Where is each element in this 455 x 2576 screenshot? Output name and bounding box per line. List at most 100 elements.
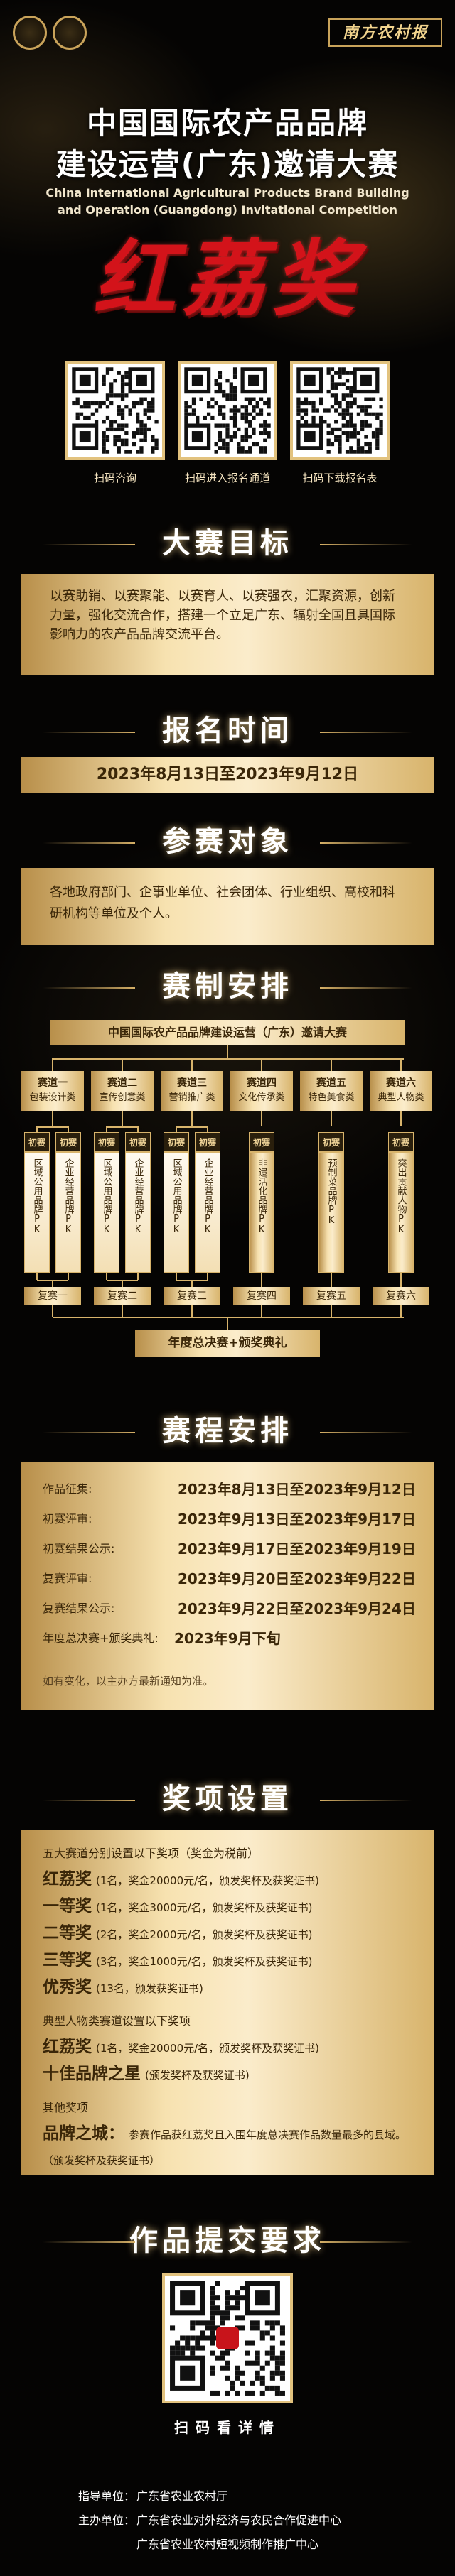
qr-module: [338, 450, 342, 454]
qr-module: [269, 2335, 275, 2341]
schedule-note: 如有变化，以主办方最新通知为准。: [43, 1675, 214, 1688]
heading-rule: [320, 1432, 412, 1433]
qr-module: [230, 2305, 235, 2311]
qr-module: [98, 405, 102, 409]
qr-module: [326, 423, 331, 428]
award-name: 红荔奖: [43, 1870, 92, 1888]
qr-module: [345, 420, 350, 424]
qr-module: [214, 379, 218, 383]
section-heading: 报名时间: [162, 714, 293, 747]
qr-module: [379, 420, 383, 424]
qr-module: [248, 450, 252, 454]
connector: [400, 1273, 402, 1280]
qr-module: [215, 2281, 220, 2286]
qr-module: [356, 446, 361, 450]
title-line: 中国国际农产品品牌: [86, 106, 368, 141]
qr-module: [117, 423, 121, 428]
qr-module: [371, 435, 376, 439]
emblem: [13, 16, 47, 50]
qr-module: [245, 2360, 250, 2366]
qr-module: [237, 446, 241, 450]
qr-module: [356, 438, 361, 442]
qr-module: [255, 2375, 260, 2381]
qr-module: [124, 438, 129, 442]
qr-module: [203, 415, 207, 420]
qr-label: 扫码下载报名表: [302, 472, 378, 484]
qr-module: [345, 386, 350, 390]
qr-module: [375, 442, 380, 447]
qr-module: [341, 393, 346, 398]
semifinal-box: 复赛六: [373, 1287, 429, 1305]
qr-module: [334, 386, 338, 390]
qr-module: [210, 2325, 215, 2331]
qr-module: [240, 412, 245, 416]
qr-module: [143, 423, 147, 428]
qr-module: [364, 450, 368, 454]
qr-module: [274, 2320, 280, 2326]
qr-module: [379, 412, 383, 416]
qr-module: [274, 2355, 280, 2361]
qr-module: [139, 446, 144, 450]
connector: [107, 1126, 138, 1128]
qr-module: [225, 2290, 230, 2296]
qr-module: [379, 431, 383, 435]
prelim-label: 初赛: [125, 1132, 151, 1152]
qr-module: [264, 2385, 270, 2391]
qr-module: [341, 408, 346, 413]
qr-module: [184, 420, 188, 424]
format-top: 中国国际农产品品牌建设运营（广东）邀请大赛: [50, 1020, 405, 1045]
qr-module: [296, 397, 301, 401]
qr-module: [151, 405, 155, 409]
qr-module: [259, 397, 264, 401]
qr-module: [259, 412, 264, 416]
qr-module: [124, 374, 129, 379]
qr-module: [154, 420, 159, 424]
qr-module: [94, 408, 99, 413]
qr-module: [120, 427, 125, 432]
qr-module: [311, 405, 316, 409]
award-name: 品牌之城：: [43, 2124, 124, 2143]
qr-module: [259, 2330, 265, 2336]
qr-module: [102, 420, 106, 424]
qr-module: [360, 420, 365, 424]
qr-module: [151, 408, 155, 413]
qr-module: [102, 382, 106, 386]
qr-module: [263, 427, 267, 432]
qr-module: [364, 435, 368, 439]
footer-label: 主办单位：: [77, 2513, 135, 2527]
qr-module: [222, 412, 226, 416]
connector: [176, 1273, 177, 1280]
qr-module: [311, 420, 316, 424]
qr-module: [185, 2340, 191, 2346]
qr-module: [263, 401, 267, 406]
qr-module: [244, 405, 249, 409]
connector: [207, 1126, 208, 1132]
qr-module: [170, 2325, 176, 2331]
qr-module: [225, 2310, 230, 2316]
qr-module: [274, 2390, 280, 2396]
qr-module: [304, 401, 309, 406]
qr-pattern: [296, 367, 383, 454]
qr-module: [259, 2365, 265, 2371]
qr-module: [90, 401, 95, 406]
connector: [261, 1305, 262, 1317]
qr-module: [368, 446, 372, 450]
qr-module: [259, 450, 264, 454]
qr-module: [338, 371, 342, 375]
qr-module: [267, 401, 271, 406]
qr-module: [252, 405, 256, 409]
qr-module: [334, 427, 338, 432]
qr-module: [200, 2320, 205, 2326]
award-detail: (3名，奖金1000元/名，颁发奖杯及获奖证书): [96, 1955, 313, 1968]
qr-module: [334, 397, 338, 401]
qr-module: [311, 415, 316, 420]
qr-module: [364, 397, 368, 401]
qr-module: [240, 405, 245, 409]
qr-module: [235, 2390, 240, 2396]
qr-module: [105, 450, 110, 454]
qr-module: [120, 389, 125, 394]
schedule-box: [21, 1462, 434, 1710]
qr-module: [214, 450, 218, 454]
qr-module: [368, 442, 372, 447]
qr-module: [190, 2320, 196, 2326]
